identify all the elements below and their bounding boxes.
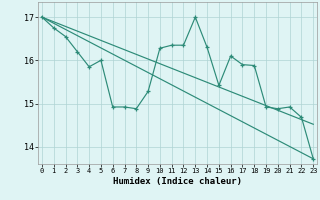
X-axis label: Humidex (Indice chaleur): Humidex (Indice chaleur) xyxy=(113,177,242,186)
